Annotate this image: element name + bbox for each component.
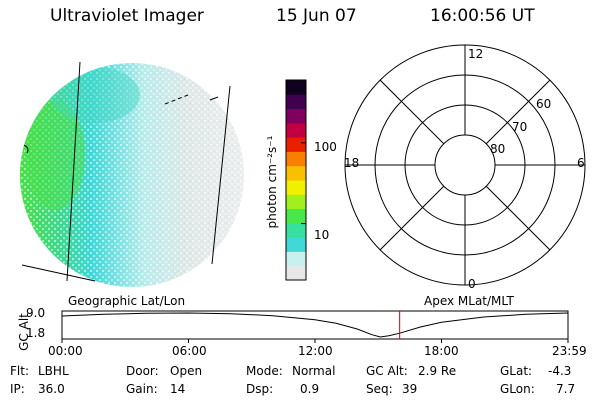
polar-lat-label: 60 [536, 97, 552, 111]
mode-value: Normal [292, 364, 336, 378]
filter-value: LBHL [38, 364, 69, 378]
dsp-value: 0.9 [300, 382, 320, 396]
colorbar-label: photon cm⁻²s⁻¹ [265, 135, 279, 229]
colorbar-segment [286, 151, 306, 167]
seq-value: 39 [402, 382, 418, 396]
colorbar-segment [286, 251, 306, 267]
apex-label: Apex MLat/MLT [424, 294, 514, 308]
auroral-image [20, 61, 244, 287]
strip-xtick: 23:59 [552, 344, 587, 358]
colorbar-segment [286, 208, 306, 224]
strip-xtick: 12:00 [298, 344, 333, 358]
observation-date: 15 Jun 07 [276, 6, 357, 26]
filter-label: Flt: [10, 364, 29, 378]
coastline [23, 144, 29, 154]
longitude-line [211, 85, 231, 265]
colorbar-tick-100: 100 [314, 140, 337, 154]
colorbar-segment [286, 137, 306, 152]
colorbar [285, 79, 307, 281]
polar-hour-label: 0 [468, 277, 476, 291]
colorbar-segment [286, 180, 306, 195]
polar-lat-label: 80 [490, 142, 506, 156]
colorbar-segment [286, 108, 306, 124]
polar-hour-label: 6 [577, 156, 585, 170]
glat-value: -4.3 [548, 364, 572, 378]
gc-alt-value: 2.9 Re [418, 364, 457, 378]
glon-value: 7.7 [556, 382, 576, 396]
strip-ytick: 9.0 [26, 306, 46, 320]
mode-label: Mode: [246, 364, 283, 378]
instrument-title: Ultraviolet Imager [50, 6, 204, 26]
colorbar-segment [286, 194, 306, 210]
door-label: Door: [126, 364, 159, 378]
colorbar-segment [286, 80, 306, 95]
altitude-frame [61, 310, 569, 340]
colorbar-segment [286, 94, 306, 110]
polar-lat-label: 70 [512, 120, 528, 134]
gain-value: 14 [170, 382, 186, 396]
strip-xtick: 06:00 [172, 344, 207, 358]
colorbar-segment [286, 222, 306, 238]
colorbar-segment [286, 265, 306, 281]
colorbar-segment [286, 122, 306, 138]
polar-spoke [485, 185, 551, 251]
colorbar-tick-10: 10 [314, 228, 330, 242]
orbit-altitude-curve [61, 312, 569, 338]
geographic-label: Geographic Lat/Lon [68, 294, 186, 308]
glon-label: GLon: [500, 382, 535, 396]
strip-xtick: 00:00 [48, 344, 83, 358]
observation-time: 16:00:56 UT [430, 6, 535, 26]
gc-alt-label: GC Alt: [366, 364, 408, 378]
latitude-line [21, 264, 96, 282]
polar-hour-label: 12 [468, 47, 484, 61]
door-value: Open [170, 364, 203, 378]
ip-value: 36.0 [38, 382, 65, 396]
polar-hour-label: 18 [344, 156, 360, 170]
ip-label: IP: [10, 382, 25, 396]
longitude-line [66, 61, 81, 282]
colorbar-segment [286, 165, 306, 181]
strip-ytick: 1.8 [26, 326, 46, 340]
polar-spoke [379, 79, 445, 145]
glat-label: GLat: [500, 364, 533, 378]
strip-xtick: 18:00 [424, 344, 459, 358]
gain-label: Gain: [126, 382, 158, 396]
coastline [209, 96, 219, 101]
colorbar-segment [286, 237, 306, 252]
dsp-label: Dsp: [246, 382, 274, 396]
polar-spoke [379, 185, 445, 251]
altitude-strip [61, 310, 569, 343]
polar-plot [344, 44, 586, 286]
seq-label: Seq: [366, 382, 393, 396]
polar-lat-ring [434, 134, 496, 196]
polar-spoke [485, 79, 551, 145]
